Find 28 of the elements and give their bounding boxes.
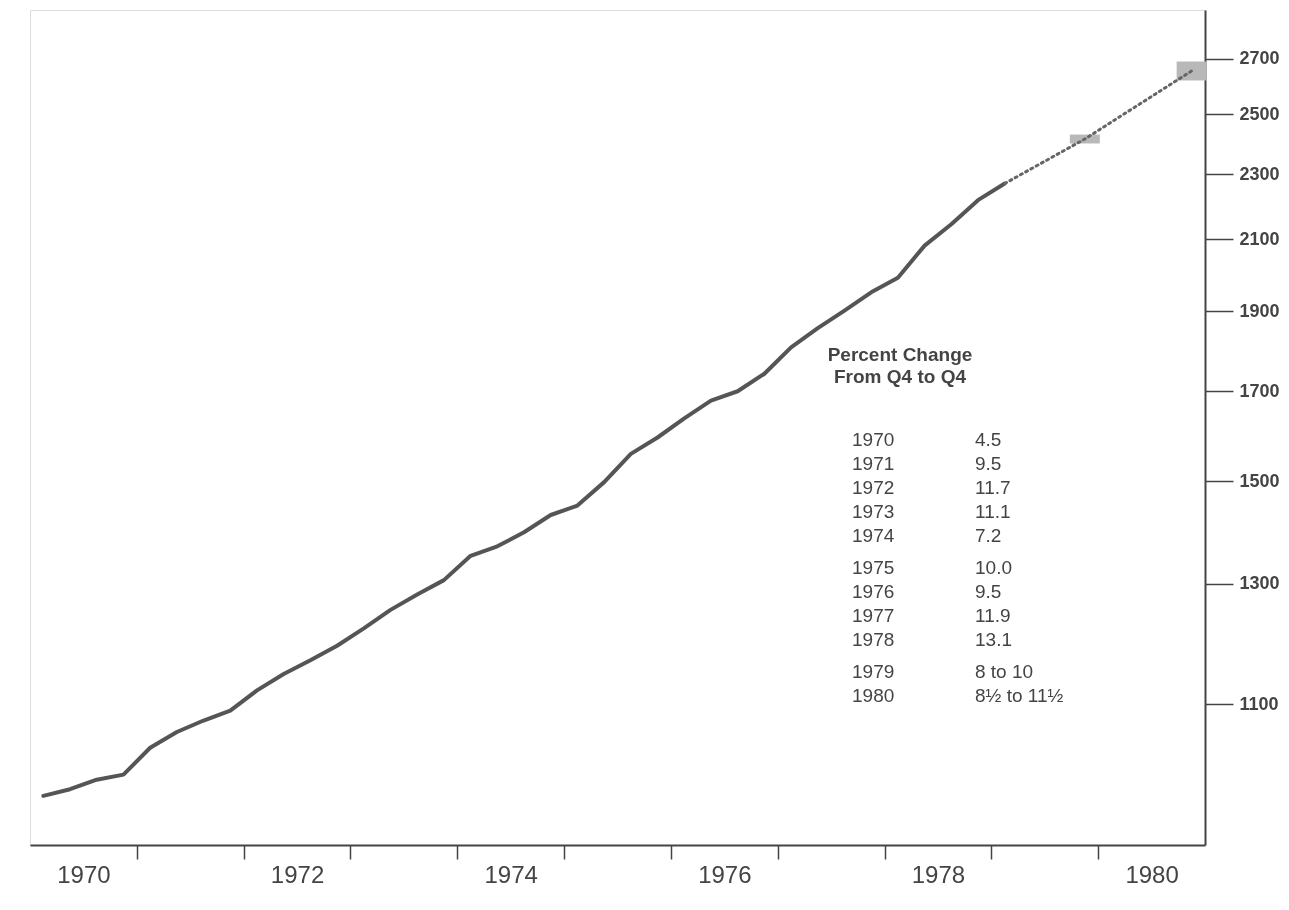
y-tick-label: 1700 bbox=[1239, 380, 1280, 401]
y-tick-label: 2700 bbox=[1239, 48, 1280, 69]
text: 1970 4.5 bbox=[852, 429, 1002, 450]
y-tick-label: 1300 bbox=[1239, 573, 1280, 594]
x-tick-label: 1972 bbox=[270, 860, 325, 888]
text: 1971 9.5 bbox=[852, 453, 1002, 474]
annotation: Percent Change bbox=[827, 344, 973, 365]
text: 1975 10.0 bbox=[852, 557, 1012, 578]
text: 1976 9.5 bbox=[852, 581, 1002, 602]
text: 1972 11.7 bbox=[852, 477, 1011, 498]
y-tick-label: 1100 bbox=[1239, 693, 1279, 714]
annotation: From Q4 to Q4 bbox=[834, 366, 967, 387]
text: 1974 7.2 bbox=[852, 525, 1002, 546]
y-tick-label: 2300 bbox=[1239, 163, 1280, 184]
y-tick-label: 2100 bbox=[1239, 228, 1280, 249]
x-tick-label: 1980 bbox=[1125, 860, 1179, 888]
x-tick-label: 1978 bbox=[911, 860, 966, 888]
x-tick-label: 1970 bbox=[57, 860, 111, 888]
y-tick-label: 1500 bbox=[1239, 470, 1280, 491]
text: 1977 11.9 bbox=[852, 605, 1011, 626]
y-tick-label: 1900 bbox=[1239, 300, 1280, 321]
x-tick-label: 1976 bbox=[698, 860, 752, 888]
text: 1980 8½ to 11½ bbox=[852, 685, 1064, 706]
text: 1979 8 to 10 bbox=[852, 661, 1034, 682]
text: 1978 13.1 bbox=[852, 629, 1012, 650]
text: 1973 11.1 bbox=[852, 501, 1011, 522]
y-tick-label: 2500 bbox=[1239, 103, 1280, 124]
x-tick-label: 1974 bbox=[484, 860, 538, 888]
